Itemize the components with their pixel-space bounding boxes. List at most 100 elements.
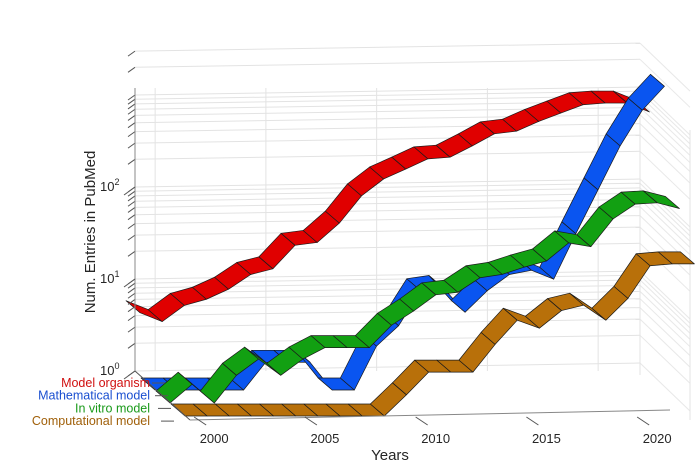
gridline-y-side <box>639 123 691 172</box>
y-minor-tick <box>127 234 136 241</box>
gridline-y <box>134 215 641 225</box>
series-label: Model organism <box>61 376 150 390</box>
y-minor-tick <box>127 190 136 197</box>
y-minor-tick <box>127 131 136 138</box>
y-minor-tick <box>127 115 136 121</box>
x-axis-line <box>189 409 671 421</box>
series-label: In vitro model <box>75 401 150 415</box>
gridline-y <box>134 95 641 105</box>
ribbon-computational-model <box>170 251 695 417</box>
y-tick-exp: 0 <box>114 361 119 371</box>
gridline-y <box>134 334 641 344</box>
x-tick-label: 2005 <box>310 431 339 446</box>
ribbon-segment <box>583 133 621 191</box>
y-major-tick <box>123 370 136 380</box>
series-label: Computational model <box>32 414 150 428</box>
ribbon-segment <box>657 251 695 265</box>
gridline-y-side <box>639 107 691 156</box>
gridline-y <box>134 226 641 236</box>
gridline-y-side <box>639 274 691 324</box>
x-tick <box>636 416 650 426</box>
gridline-y <box>134 134 641 144</box>
gridline-y-side <box>639 226 691 276</box>
y-minor-tick <box>127 66 136 73</box>
y-minor-tick <box>127 200 136 207</box>
y-minor-tick <box>127 207 136 213</box>
y-major-tick <box>123 186 136 196</box>
gridline-y-side <box>639 182 691 232</box>
y-major-tick <box>123 278 136 288</box>
y-tick-base: 10 <box>100 179 114 194</box>
gridline-y <box>134 362 641 372</box>
y-minor-tick <box>127 158 136 165</box>
gridline-y <box>134 150 641 160</box>
gridline-y <box>134 90 641 100</box>
y-tick-label: 101 <box>100 269 119 286</box>
y-tick-base: 10 <box>100 363 114 378</box>
y-minor-tick <box>127 326 136 333</box>
y-minor-tick <box>127 299 136 305</box>
y-tick-exp: 1 <box>114 269 119 279</box>
gridline-y <box>134 290 641 300</box>
x-tick <box>526 416 539 426</box>
x-tick-label: 2020 <box>643 431 672 446</box>
ribbon-segment <box>642 190 680 209</box>
gridline-y <box>134 182 641 192</box>
y-minor-tick <box>127 306 136 313</box>
y-minor-tick <box>127 108 136 115</box>
gridline-y-side <box>639 100 691 150</box>
x-tick <box>415 416 428 426</box>
y-minor-tick <box>127 103 136 110</box>
gridline-y-side <box>639 284 691 334</box>
gridline-y <box>134 187 641 197</box>
gridline-y-side <box>639 307 691 356</box>
x-tick-label: 2015 <box>532 431 561 446</box>
gridline-y <box>134 42 641 52</box>
gridline-y <box>134 178 641 188</box>
gridline-y-side <box>639 362 691 412</box>
x-tick-label: 2010 <box>421 431 450 446</box>
y-minor-tick <box>127 223 136 230</box>
x-axis-label: Years <box>371 447 409 464</box>
y-minor-tick <box>127 287 136 294</box>
ribbon-segment <box>627 73 665 111</box>
y-minor-tick <box>127 50 136 57</box>
x-tick-label: 2000 <box>200 431 229 446</box>
gridline-y-side <box>639 242 691 292</box>
gridline-y <box>134 114 641 124</box>
y-tick-label: 102 <box>100 177 119 194</box>
y-minor-tick <box>127 214 136 221</box>
ribbon-in-vitro-model <box>155 190 680 404</box>
y-minor-tick <box>127 142 136 149</box>
ribbon-segment <box>155 371 193 404</box>
gridline-y-side <box>639 298 691 348</box>
y-minor-tick <box>127 342 136 349</box>
gridline-y-side <box>639 318 691 368</box>
y-tick-exp: 2 <box>114 177 119 187</box>
y-minor-tick <box>127 315 136 322</box>
gridline-y-side <box>639 150 691 200</box>
gridline-y-side <box>639 199 691 248</box>
y-minor-tick <box>127 195 136 202</box>
ribbons <box>125 73 695 417</box>
gridline-y-side <box>639 114 691 164</box>
y-minor-tick <box>127 98 136 105</box>
gridline-y <box>134 58 641 68</box>
gridline-y <box>134 206 641 216</box>
gridline-y <box>134 123 641 133</box>
gridline-y <box>134 192 641 202</box>
gridline-y <box>134 198 641 208</box>
ribbon-model-organism <box>125 90 650 322</box>
y-tick-label: 100 <box>100 361 119 378</box>
gridline-y <box>134 86 641 96</box>
y-minor-tick <box>127 122 136 129</box>
gridline-y-side <box>639 42 691 92</box>
y-minor-tick <box>127 250 136 257</box>
gridline-y-side <box>639 134 691 184</box>
gridline-y <box>134 270 641 280</box>
gridline-y-side <box>639 291 691 340</box>
y-axis-label: Num. Entries in PubMed <box>82 151 99 314</box>
x-tick <box>193 416 207 426</box>
